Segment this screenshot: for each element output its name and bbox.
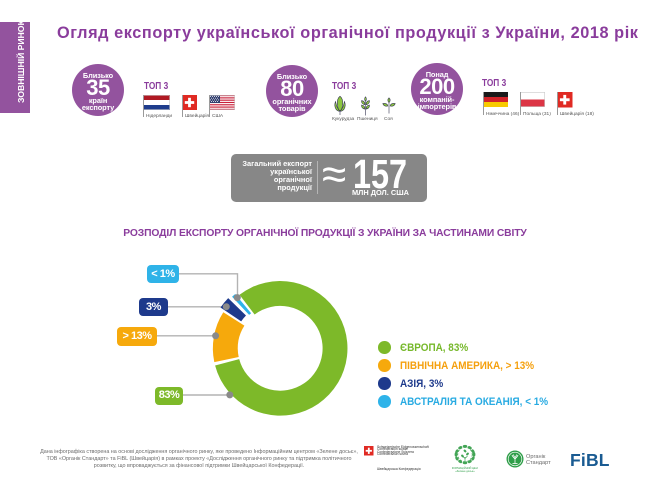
svg-text:ІНФОРМАЦІЙНИЙ ЦЕНТР: ІНФОРМАЦІЙНИЙ ЦЕНТР [452,466,478,470]
svg-text:«Зелене досьє»: «Зелене досьє» [455,469,475,473]
